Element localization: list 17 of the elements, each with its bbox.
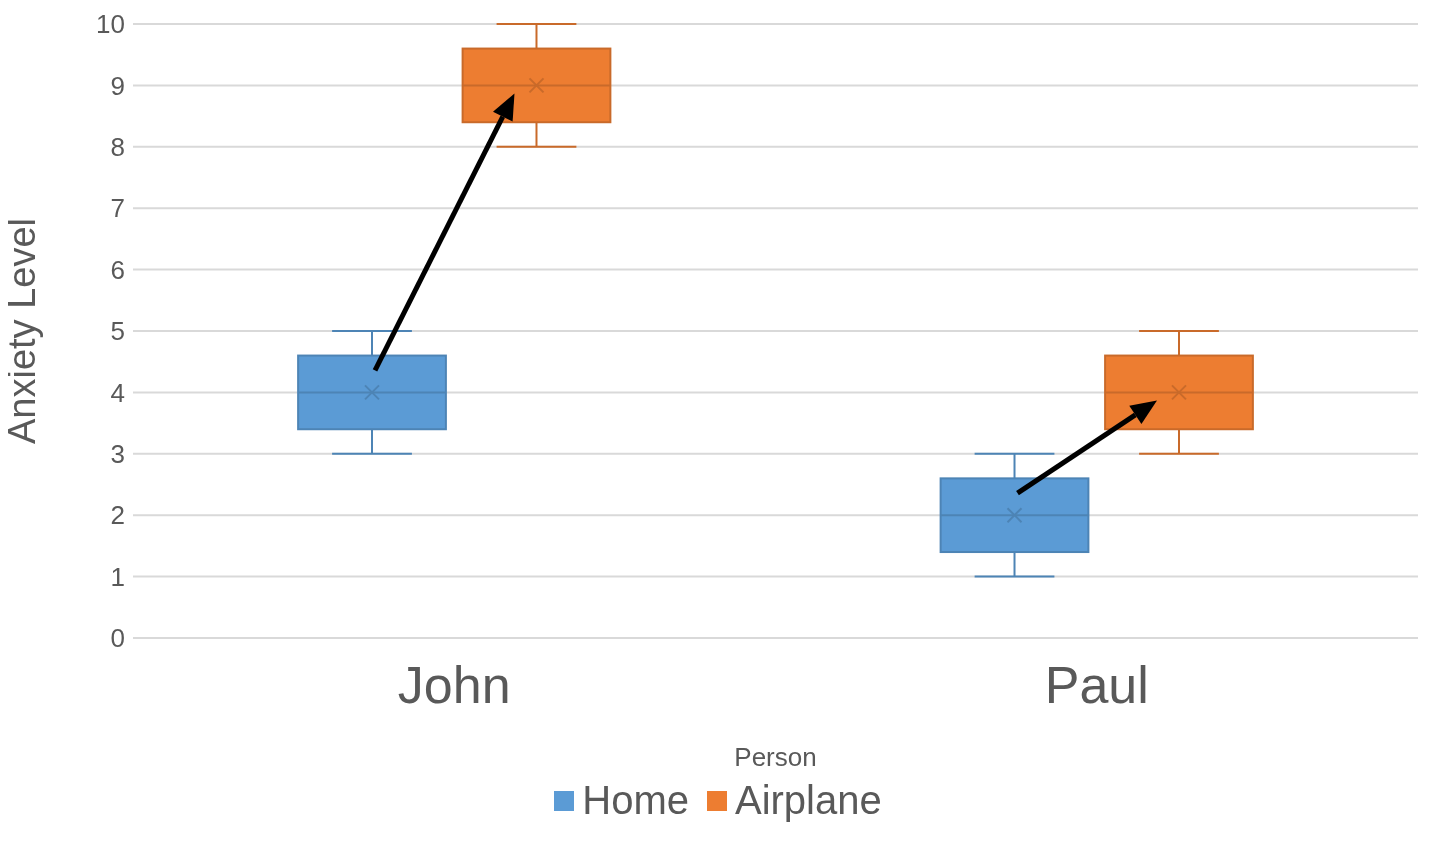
x-tick-label: John [397, 655, 511, 714]
y-tick-label: 2 [110, 500, 125, 531]
y-tick-label: 7 [110, 193, 125, 224]
y-tick-label: 5 [110, 316, 125, 347]
y-tick-label: 3 [110, 439, 125, 470]
x-axis-title: Person [734, 742, 817, 772]
legend-label: Airplane [734, 778, 882, 823]
legend-label: Home [582, 778, 689, 823]
y-axis-title: Anxiety Level [1, 217, 44, 445]
y-tick-label: 4 [110, 377, 125, 408]
y-tick-label: 9 [110, 70, 125, 101]
x-tick-label: Paul [1044, 655, 1149, 714]
y-tick-label: 0 [110, 623, 125, 654]
y-tick-label: 1 [110, 561, 125, 592]
y-tick-label: 10 [96, 9, 125, 40]
y-tick-label: 8 [110, 132, 125, 163]
y-tick-label: 6 [110, 254, 125, 285]
